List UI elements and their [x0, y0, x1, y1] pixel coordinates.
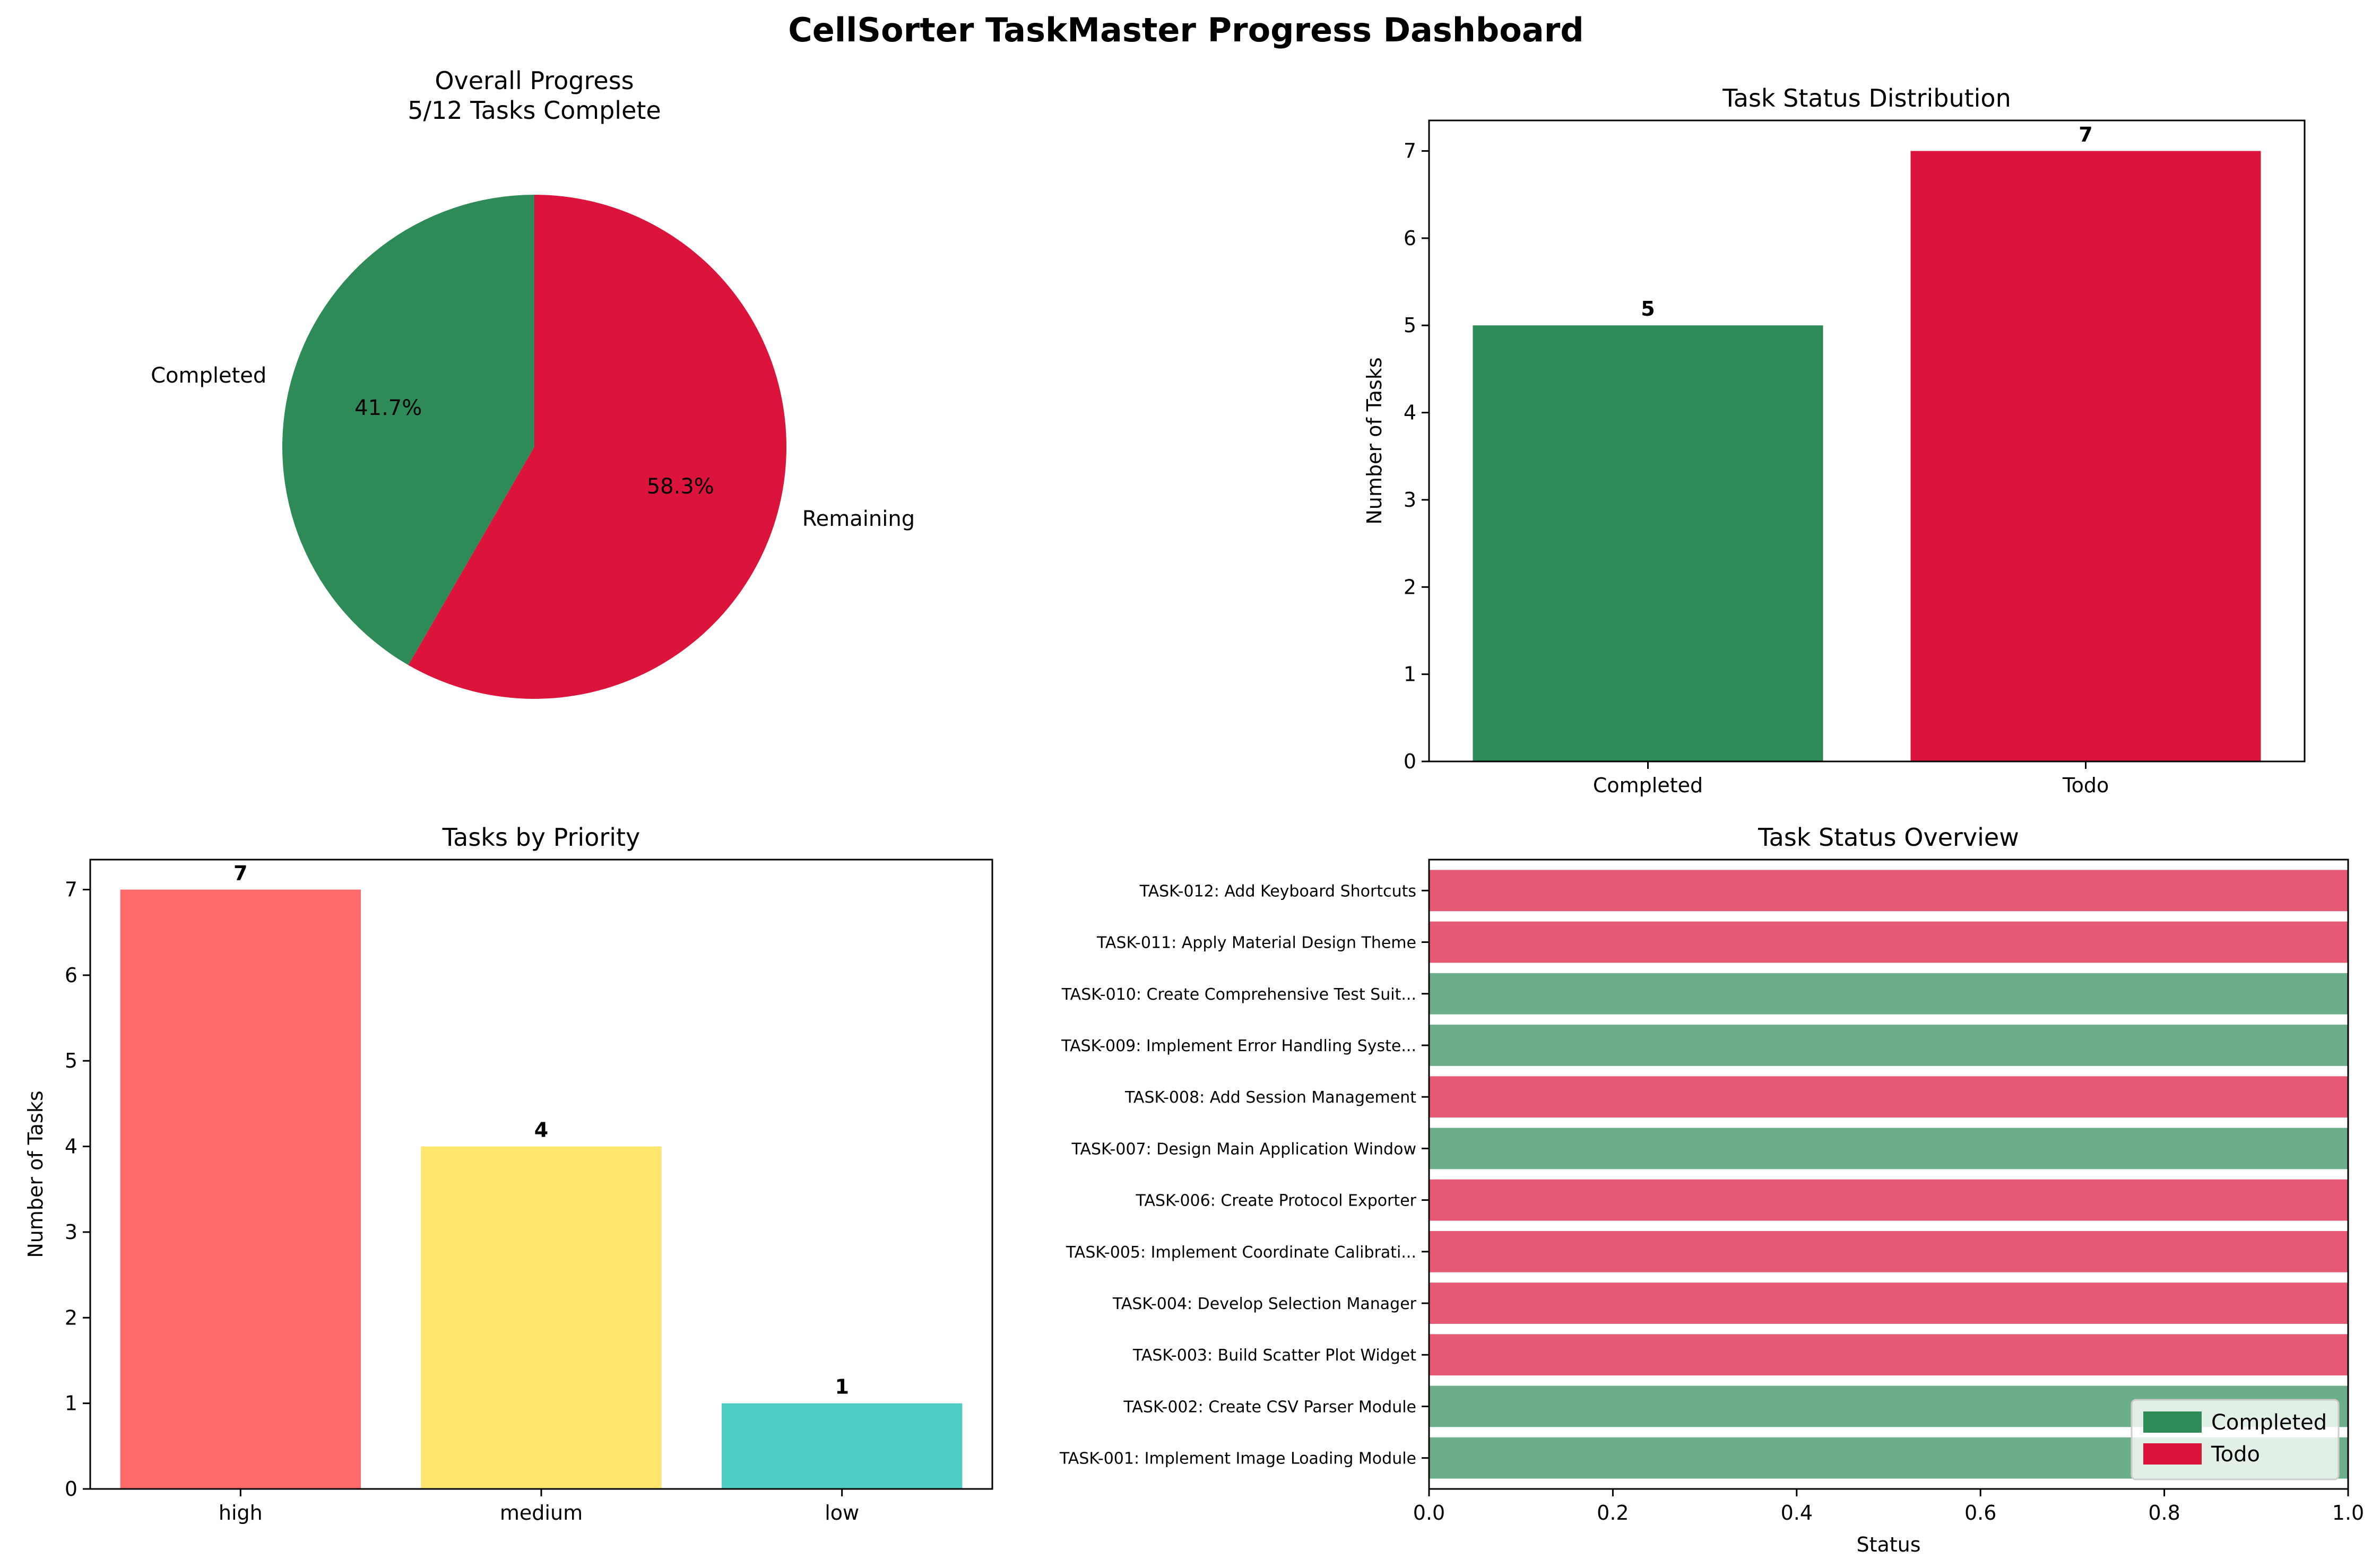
overview-ytick-label-task-001: TASK-001: Implement Image Loading Module: [1059, 1450, 1416, 1468]
status-chart-xtick-label-completed: Completed: [1593, 774, 1703, 797]
pie-label-completed: Completed: [151, 363, 266, 388]
legend-swatch-completed: [2143, 1411, 2202, 1433]
priority-chart-bar-low: [722, 1403, 963, 1489]
overview-xlabel: Status: [1856, 1533, 1920, 1556]
priority-chart-xtick-label-low: low: [825, 1501, 859, 1524]
status-chart-ytick-label-7: 7: [1404, 140, 1416, 163]
overview-bar-task-006: [1429, 1179, 2348, 1221]
status-chart-ylabel: Number of Tasks: [1363, 357, 1386, 524]
status-chart-value-label-todo: 7: [2079, 123, 2092, 146]
overview-bar-task-008: [1429, 1076, 2348, 1118]
overview-xtick-label-1: 0.2: [1597, 1501, 1629, 1524]
status-chart-title: Task Status Distribution: [1722, 84, 2011, 112]
status-chart-value-label-completed: 5: [1641, 297, 1655, 320]
priority-chart-ytick-label-3: 3: [65, 1220, 77, 1244]
task-status-overview-chart: Task Status Overview TASK-001: Implement …: [1059, 823, 2364, 1556]
priority-chart-bar-medium: [421, 1146, 662, 1489]
overview-ytick-label-task-005: TASK-005: Implement Coordinate Calibrati…: [1066, 1243, 1416, 1262]
overview-bar-task-010: [1429, 973, 2348, 1015]
legend-label-completed: Completed: [2211, 1410, 2327, 1435]
legend-label-todo: Todo: [2211, 1442, 2260, 1467]
overview-xtick-label-4: 0.8: [2148, 1501, 2180, 1524]
dashboard-title: CellSorter TaskMaster Progress Dashboard: [788, 11, 1583, 49]
status-chart-bar-todo: [1910, 151, 2261, 761]
overview-chart-title: Task Status Overview: [1758, 823, 2019, 852]
priority-chart-axes-frame: [89, 859, 993, 1490]
overview-bar-task-003: [1429, 1334, 2348, 1376]
overview-bar-task-012: [1429, 870, 2348, 912]
priority-chart-ytick-label-2: 2: [65, 1306, 77, 1329]
priority-chart-title: Tasks by Priority: [442, 823, 640, 852]
overview-ytick-label-task-008: TASK-008: Add Session Management: [1124, 1088, 1416, 1107]
overview-xtick-label-3: 0.6: [1964, 1501, 1996, 1524]
pie-percent-completed: 41.7%: [354, 396, 422, 420]
overview-ytick-label-task-012: TASK-012: Add Keyboard Shortcuts: [1139, 882, 1416, 900]
overview-ytick-label-task-006: TASK-006: Create Protocol Exporter: [1136, 1192, 1417, 1210]
overview-bar-task-009: [1429, 1025, 2348, 1066]
status-chart-ytick-label-5: 5: [1404, 314, 1416, 337]
status-chart-ytick-label-1: 1: [1404, 663, 1416, 686]
overview-bar-task-005: [1429, 1231, 2348, 1272]
priority-chart-ytick-label-5: 5: [65, 1049, 77, 1072]
legend-swatch-todo: [2143, 1443, 2202, 1465]
pie-percent-remaining: 58.3%: [647, 474, 714, 499]
priority-chart-ytick-label-0: 0: [65, 1477, 77, 1501]
tasks-by-priority-chart: Tasks by Priority 7 high 4 medium 1 low 0 1 2 3 4 5 6…: [24, 823, 993, 1524]
task-status-distribution-chart: Task Status Distribution 5 Completed 7 Todo 0…: [1363, 84, 2306, 797]
overview-ytick-label-task-011: TASK-011: Apply Material Design Theme: [1096, 934, 1416, 952]
status-chart-bar-completed: [1473, 325, 1823, 761]
priority-chart-bar-high: [120, 889, 361, 1489]
pie-title-line-1: Overall Progress: [435, 66, 634, 95]
overview-ytick-label-task-010: TASK-010: Create Comprehensive Test Suit…: [1061, 985, 1416, 1004]
priority-chart-ylabel: Number of Tasks: [24, 1090, 47, 1258]
status-chart-ytick-label-3: 3: [1404, 488, 1416, 512]
status-chart-ytick-label-0: 0: [1404, 750, 1416, 773]
overview-legend: Completed Todo: [2131, 1399, 2340, 1480]
overview-ytick-label-task-002: TASK-002: Create CSV Parser Module: [1123, 1398, 1416, 1416]
overview-bar-task-007: [1429, 1128, 2348, 1169]
pie-label-remaining: Remaining: [802, 507, 915, 531]
priority-chart-value-label-low: 1: [835, 1375, 849, 1399]
overview-xtick-label-5: 1.0: [2332, 1501, 2364, 1524]
status-chart-ytick-label-6: 6: [1404, 227, 1416, 250]
priority-chart-ytick-label-6: 6: [65, 964, 77, 987]
priority-chart-xtick-label-high: high: [219, 1501, 263, 1524]
pie-title-line-2: 5/12 Tasks Complete: [408, 96, 661, 125]
status-chart-xtick-label-todo: Todo: [2062, 774, 2109, 797]
overview-xtick-label-0: 0.0: [1413, 1501, 1445, 1524]
overview-bar-task-011: [1429, 921, 2348, 963]
priority-chart-ytick-label-1: 1: [65, 1392, 77, 1415]
priority-chart-ytick-label-7: 7: [65, 878, 77, 901]
overview-ytick-label-task-007: TASK-007: Design Main Application Window: [1071, 1140, 1416, 1158]
overview-ytick-label-task-003: TASK-003: Build Scatter Plot Widget: [1132, 1346, 1416, 1365]
priority-chart-xtick-label-medium: medium: [500, 1501, 583, 1524]
pie-slice-completed: [282, 195, 534, 665]
status-chart-ytick-label-2: 2: [1404, 575, 1416, 599]
overview-ytick-label-task-009: TASK-009: Implement Error Handling Syste…: [1061, 1037, 1416, 1055]
priority-chart-value-label-medium: 4: [534, 1119, 548, 1142]
pie-slice-remaining: [408, 195, 787, 699]
overview-xtick-label-2: 0.4: [1781, 1501, 1813, 1524]
status-chart-ytick-label-4: 4: [1404, 401, 1416, 425]
overview-bar-task-004: [1429, 1283, 2348, 1324]
status-chart-axes-frame: [1428, 119, 2306, 763]
overview-axes-frame: [1428, 859, 2349, 1490]
priority-chart-value-label-high: 7: [233, 861, 247, 885]
priority-chart-ytick-label-4: 4: [65, 1135, 77, 1158]
overview-ytick-label-task-004: TASK-004: Develop Selection Manager: [1112, 1295, 1417, 1313]
